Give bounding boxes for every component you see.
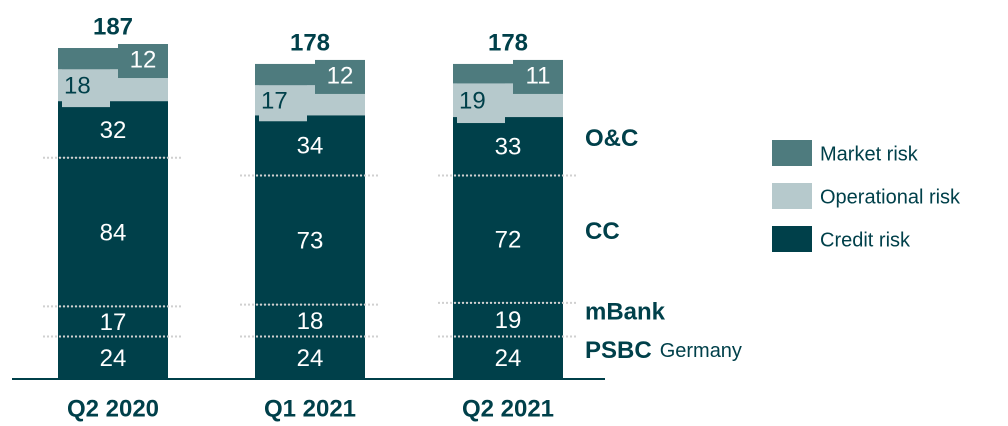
- value-label: 24: [495, 345, 522, 372]
- label-box: [62, 67, 110, 108]
- bar-segment: [255, 336, 365, 379]
- segment-label: O&C: [585, 126, 638, 153]
- bar-segment: [453, 336, 563, 379]
- bar-segment: [453, 175, 563, 303]
- value-label: 18: [297, 308, 324, 335]
- value-label: 33: [495, 134, 522, 161]
- segment-name: O&C: [585, 126, 638, 153]
- bar-segment: [453, 302, 563, 337]
- segment-label: mBank: [585, 299, 666, 326]
- segment-sublabel: Germany: [660, 340, 742, 362]
- value-label: 12: [130, 46, 157, 73]
- bar-segment: [255, 115, 365, 176]
- value-label: 84: [100, 219, 127, 246]
- segment-label: CC: [585, 219, 620, 246]
- value-label: 72: [495, 227, 522, 254]
- segment-name: CC: [585, 219, 620, 246]
- bar-segment: [58, 336, 168, 379]
- value-label: 12: [327, 62, 354, 89]
- label-box: [513, 59, 563, 94]
- x-tick-label: Q2 2021: [462, 395, 554, 422]
- bar-segment: [58, 306, 168, 337]
- label-box: [457, 81, 505, 124]
- value-label: 19: [495, 307, 522, 334]
- bar-segment: [453, 117, 563, 176]
- value-label: 17: [261, 88, 288, 115]
- value-label: 24: [297, 345, 324, 372]
- bar-segment: [58, 101, 168, 158]
- legend-label: Market risk: [820, 143, 919, 165]
- x-tick-label: Q1 2021: [264, 395, 356, 422]
- bar-segment: [58, 157, 168, 307]
- legend-label: Credit risk: [820, 229, 911, 251]
- value-label: 24: [100, 345, 127, 372]
- segment-name: mBank: [585, 299, 666, 326]
- total-label: 187: [93, 13, 133, 40]
- label-box: [315, 59, 365, 94]
- label-box: [118, 44, 168, 79]
- value-label: 17: [100, 309, 127, 336]
- total-label: 178: [488, 29, 528, 56]
- segment-name: PSBC: [585, 337, 652, 364]
- value-label: 34: [297, 133, 324, 160]
- total-label: 178: [290, 29, 330, 56]
- value-label: 32: [100, 117, 127, 144]
- value-label: 73: [297, 227, 324, 254]
- legend-label: Operational risk: [820, 186, 961, 208]
- value-label: 18: [64, 73, 91, 100]
- label-box: [259, 83, 307, 122]
- legend-swatch: [772, 226, 812, 252]
- segment-label: PSBC Germany: [585, 337, 742, 364]
- legend-swatch: [772, 140, 812, 166]
- bar-segment: [255, 304, 365, 337]
- legend-swatch: [772, 183, 812, 209]
- value-label: 11: [526, 62, 551, 89]
- value-label: 19: [459, 88, 486, 115]
- x-tick-label: Q2 2020: [67, 395, 159, 422]
- bar-segment: [255, 175, 365, 305]
